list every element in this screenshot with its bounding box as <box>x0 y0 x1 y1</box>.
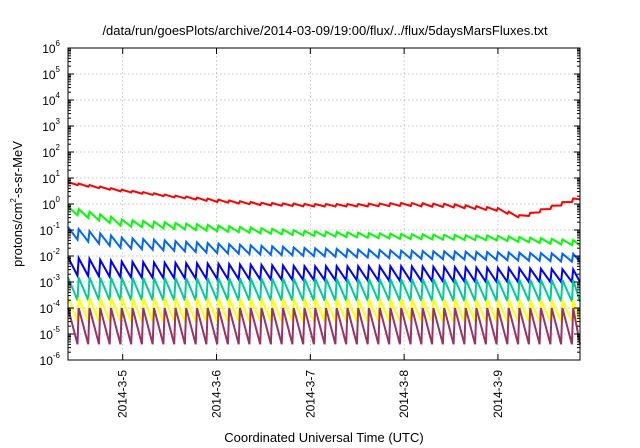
series-line-7 <box>67 307 581 345</box>
series-line-1 <box>67 181 581 219</box>
x-tick-label: 2014-3-7 <box>303 370 317 418</box>
series-line-2 <box>67 205 581 247</box>
y-axis-label: protons/cm2-s-sr-MeV <box>9 141 25 267</box>
x-axis: 2014-3-5 2014-3-6 2014-3-7 2014-3-8 2014-3-9 <box>116 48 505 418</box>
y-axis-label-rest: -s-sr-MeV <box>10 141 25 198</box>
x-tick-label: 2014-3-9 <box>491 370 505 418</box>
y-tick-label: 10-2 <box>40 247 61 264</box>
y-tick-label: 102 <box>42 143 60 160</box>
x-axis-label: Coordinated Universal Time (UTC) <box>224 430 423 445</box>
x-tick-label: 2014-3-6 <box>210 370 224 418</box>
y-tick-label: 10-4 <box>40 299 61 316</box>
series-line-3 <box>67 226 581 264</box>
y-tick-label: 10-6 <box>40 351 61 368</box>
y-tick-label: 10-1 <box>40 221 61 238</box>
y-tick-label: 10-5 <box>40 325 61 342</box>
series-group <box>67 181 581 345</box>
y-tick-label: 10-3 <box>40 273 61 290</box>
y-tick-label: 103 <box>42 117 60 134</box>
x-tick-label: 2014-3-5 <box>116 370 130 418</box>
y-tick-label: 101 <box>42 169 60 186</box>
chart-title: /data/run/goesPlots/archive/2014-03-09/1… <box>102 23 548 38</box>
y-axis-label-superscript: 2 <box>9 198 18 203</box>
x-tick-label: 2014-3-8 <box>397 370 411 418</box>
y-tick-label: 104 <box>42 91 60 108</box>
series-line-5 <box>67 277 581 302</box>
plot-frame <box>67 47 581 361</box>
y-tick-label: 106 <box>42 39 60 56</box>
y-tick-label: 105 <box>42 65 60 82</box>
y-tick-label: 100 <box>42 195 60 212</box>
y-axis-label-base: protons/cm <box>10 203 25 267</box>
series-line-4 <box>67 254 581 285</box>
